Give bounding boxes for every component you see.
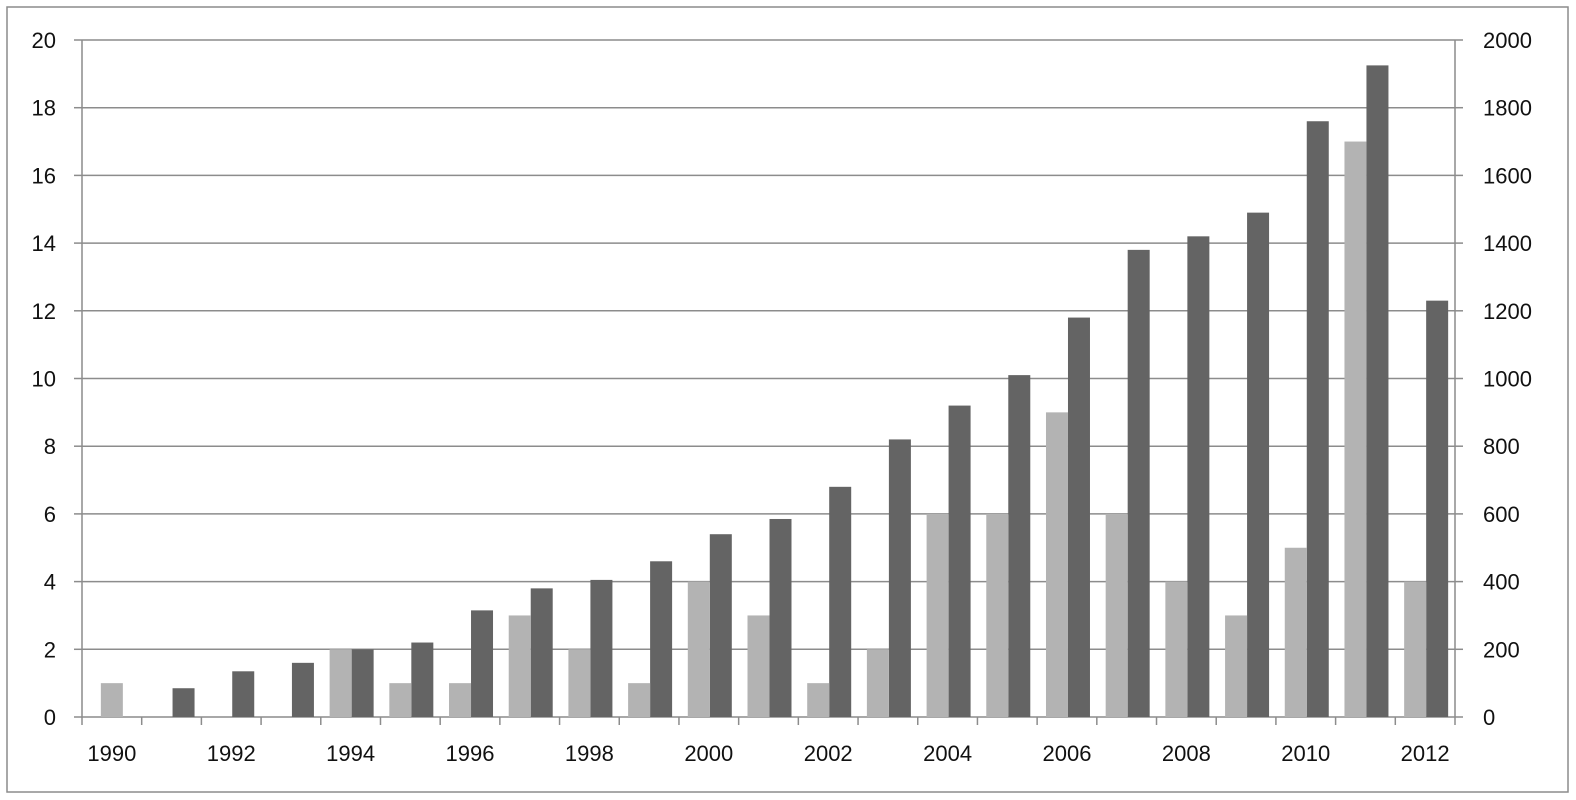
bar-left-1995 [411,642,434,717]
x-tick-labels: 1990 1992 1994 1996 1998 2000 2002 2004 2006 2008… [87,741,1449,766]
bar-right-1997 [508,615,531,717]
right-y-tick-label: 800 [1483,434,1520,459]
left-y-tick-label: 2 [44,637,56,662]
bar-right-2006 [1045,412,1068,717]
bar-left-1998 [590,579,613,717]
bar-left-1991 [172,688,195,717]
bar-right-1994 [329,649,352,717]
right-y-tick-label: 1200 [1483,299,1532,324]
bar-right-1999 [628,683,651,717]
right-y-tick-label: 1600 [1483,163,1532,188]
x-tick-label: 2012 [1401,741,1450,766]
x-tick-label: 2006 [1043,741,1092,766]
bar-right-1998 [568,649,591,717]
bar-right-2007 [1105,513,1128,717]
left-y-tick-label: 18 [32,96,56,121]
bar-right-2009 [1225,615,1248,717]
right-y-tick-labels: 0 200 400 600 800 1000 1200 1400 1600 1800 2000 [1483,28,1532,730]
x-tick-label: 1992 [207,741,256,766]
left-y-tick-label: 16 [32,163,56,188]
x-tick-label: 2008 [1162,741,1211,766]
left-y-tick-label: 8 [44,434,56,459]
bar-right-2004 [926,513,949,717]
bar-left-2000 [709,534,732,717]
bar-left-2001 [769,518,792,717]
x-tick-label: 1994 [326,741,375,766]
left-y-tick-label: 20 [32,28,56,53]
bar-left-2009 [1247,212,1270,717]
bar-left-1994 [351,649,374,717]
bar-left-2007 [1127,249,1150,717]
bar-left-2002 [829,486,852,717]
left-y-tick-label: 0 [44,705,56,730]
bar-left-1992 [232,671,255,717]
right-y-tick-label: 200 [1483,637,1520,662]
bar-left-2006 [1067,317,1090,717]
x-tick-label: 2000 [684,741,733,766]
right-y-tick-label: 0 [1483,705,1495,730]
right-y-tick-label: 1000 [1483,367,1532,392]
x-tick-label: 1998 [565,741,614,766]
left-y-tick-label: 6 [44,502,56,527]
bar-right-1990 [100,683,123,717]
left-y-tick-label: 14 [32,231,56,256]
bar-right-2001 [747,615,770,717]
left-y-tick-labels: 0 2 4 6 8 10 12 14 16 18 20 [32,28,56,730]
bar-left-1999 [650,561,673,717]
x-tick-label: 2004 [923,741,972,766]
bar-left-1997 [530,588,553,717]
bar-right-2005 [986,513,1009,717]
series-right-bars [100,141,1427,718]
bar-right-2002 [807,683,830,717]
bar-right-2012 [1404,581,1427,717]
right-y-tick-label: 1400 [1483,231,1532,256]
bar-left-2012 [1426,300,1449,717]
bar-left-1993 [291,662,314,717]
bar-right-2010 [1284,547,1307,717]
x-tick-label: 1996 [446,741,495,766]
right-y-tick-label: 1800 [1483,96,1532,121]
left-y-tick-label: 12 [32,299,56,324]
bar-right-2000 [687,581,710,717]
bar-left-2010 [1306,121,1329,718]
bar-right-2011 [1344,141,1367,718]
bar-right-1995 [389,683,412,717]
bar-left-2003 [888,439,911,717]
x-tick-label: 2010 [1281,741,1330,766]
bar-left-2008 [1187,236,1210,717]
series-left-bars [172,65,1449,718]
bar-left-2004 [948,405,971,717]
bar-right-2008 [1165,581,1188,717]
bar-left-1996 [471,610,494,717]
bar-right-1996 [449,683,472,717]
right-y-tick-label: 2000 [1483,28,1532,53]
bar-right-2003 [866,649,889,717]
left-y-tick-label: 10 [32,367,56,392]
x-tick-label: 1990 [87,741,136,766]
bar-left-2005 [1008,375,1031,717]
right-y-tick-label: 600 [1483,502,1520,527]
right-y-tick-label: 400 [1483,570,1520,595]
left-y-tick-label: 4 [44,570,56,595]
x-tick-label: 2002 [804,741,853,766]
bar-left-2011 [1366,65,1389,717]
